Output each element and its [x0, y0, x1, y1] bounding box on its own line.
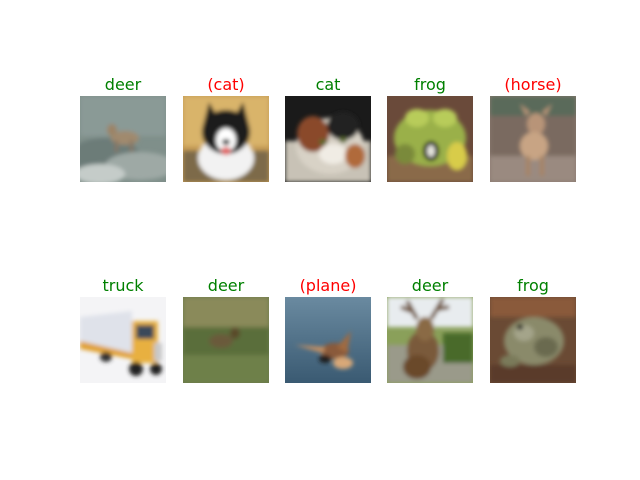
prediction-label: (plane) — [299, 276, 357, 295]
prediction-label: cat — [315, 75, 341, 94]
sample-cell: deer — [387, 275, 473, 383]
prediction-label: deer — [207, 276, 245, 295]
prediction-label: truck — [102, 276, 144, 295]
sample-cell: cat — [285, 74, 371, 182]
sample-cell: (cat) — [183, 74, 269, 182]
prediction-label: (horse) — [504, 75, 562, 94]
prediction-label: (cat) — [207, 75, 245, 94]
sample-image-frog — [387, 96, 473, 182]
sample-cell: frog — [490, 275, 576, 383]
sample-image-deer — [387, 297, 473, 383]
sample-image-truck — [80, 297, 166, 383]
prediction-label: frog — [414, 75, 446, 94]
sample-image-frog — [490, 297, 576, 383]
prediction-label: frog — [517, 276, 549, 295]
sample-image-dog — [183, 96, 269, 182]
sample-cell: frog — [387, 74, 473, 182]
sample-image-deer — [183, 297, 269, 383]
sample-image-bird — [285, 297, 371, 383]
prediction-label: deer — [411, 276, 449, 295]
sample-cell: (plane) — [285, 275, 371, 383]
sample-cell: deer — [183, 275, 269, 383]
sample-cell: (horse) — [490, 74, 576, 182]
sample-image-deer — [80, 96, 166, 182]
sample-cell: truck — [80, 275, 166, 383]
sample-image-cat — [285, 96, 371, 182]
sample-cell: deer — [80, 74, 166, 182]
sample-image-deer — [490, 96, 576, 182]
prediction-label: deer — [104, 75, 142, 94]
